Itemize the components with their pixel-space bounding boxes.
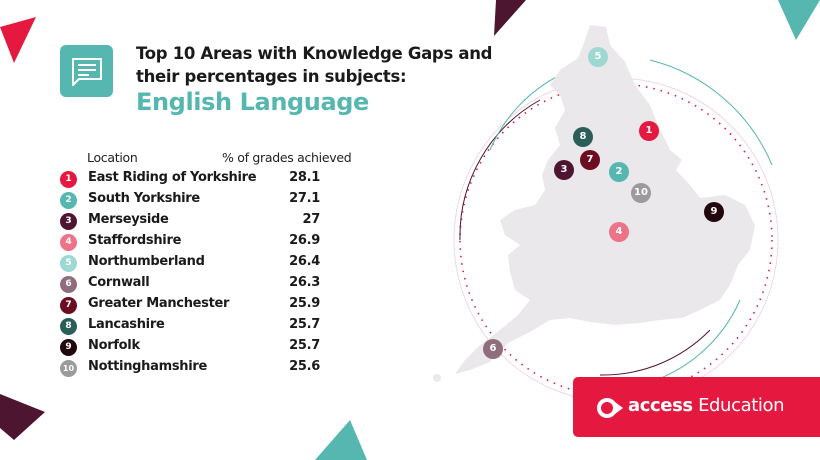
rank-badge: 8 [60,318,77,335]
map-graphic [433,25,779,403]
map-pin-5: 5 [588,47,608,67]
percent-value: 27 [302,212,321,227]
map-pin-3: 3 [554,160,574,180]
title-line-1: Top 10 Areas with Knowledge Gaps and [136,44,493,63]
title-line-2: their percentages in subjects: [136,67,407,86]
list-item: 1 East Riding of Yorkshire 28.1 [60,169,320,190]
location-name: Staffordshire [88,233,182,248]
rank-badge: 1 [60,171,77,188]
location-name: Nottinghamshire [88,359,208,374]
map-pin-9: 9 [704,202,724,222]
decorative-triangle-plum-bottom [0,394,45,440]
list-item: 8 Lancashire 25.7 [60,316,320,337]
decorative-triangle-teal-top [778,0,820,40]
decorative-triangle-plum-top [494,0,526,36]
map-pin-8: 8 [573,127,593,147]
percent-value: 26.3 [289,275,320,290]
chat-message-icon [60,45,113,97]
list-item: 9 Norfolk 25.7 [60,337,320,358]
access-logo-icon [597,398,623,418]
location-name: East Riding of Yorkshire [88,170,257,185]
location-name: Lancashire [88,317,165,332]
location-name: Greater Manchester [88,296,230,311]
column-header-location: Location [87,150,138,165]
location-name: Merseyside [88,212,169,227]
rank-badge: 10 [60,360,77,377]
brand-name: access Education [628,395,784,416]
list-item: 3 Merseyside 27 [60,211,320,232]
percent-value: 25.7 [289,317,320,332]
list-item: 5 Northumberland 26.4 [60,253,320,274]
percent-value: 27.1 [289,191,320,206]
rank-badge: 7 [60,297,77,314]
map-pin-2: 2 [609,162,629,182]
rank-badge: 2 [60,192,77,209]
list-item: 7 Greater Manchester 25.9 [60,295,320,316]
list-item: 10 Nottinghamshire 25.6 [60,358,320,379]
map-pin-1: 1 [639,121,659,141]
location-name: Cornwall [88,275,150,290]
map-pin-6: 6 [483,339,503,359]
percent-value: 25.9 [289,296,320,311]
rank-badge: 6 [60,276,77,293]
percent-value: 25.6 [289,359,320,374]
map-pin-4: 4 [609,222,629,242]
page-title: Top 10 Areas with Knowledge Gaps and the… [136,42,493,88]
rank-badge: 4 [60,234,77,251]
decorative-triangle-teal-bottom [315,420,367,460]
list-item: 6 Cornwall 26.3 [60,274,320,295]
rank-badge: 3 [60,213,77,230]
brand-word-education: Education [698,395,785,416]
location-name: South Yorkshire [88,191,200,206]
rank-badge: 5 [60,255,77,272]
rank-badge: 9 [60,339,77,356]
england-map: 5 1 8 7 3 2 10 9 4 6 [420,0,820,403]
percent-value: 26.9 [289,233,320,248]
percent-value: 28.1 [289,170,320,185]
map-pin-7: 7 [580,150,600,170]
map-pin-10: 10 [631,183,651,203]
location-name: Northumberland [88,254,205,269]
percent-value: 26.4 [289,254,320,269]
column-header-percent: % of grades achieved [222,150,352,165]
percent-value: 25.7 [289,338,320,353]
list-item: 4 Staffordshire 26.9 [60,232,320,253]
ranking-list: 1 East Riding of Yorkshire 28.1 2 South … [60,169,320,379]
access-education-logo-banner[interactable]: access Education [573,377,820,437]
location-name: Norfolk [88,338,140,353]
subject-heading: English Language [136,88,369,116]
brand-word-access: access [628,395,693,416]
list-item: 2 South Yorkshire 27.1 [60,190,320,211]
decorative-triangle-red [0,17,36,63]
